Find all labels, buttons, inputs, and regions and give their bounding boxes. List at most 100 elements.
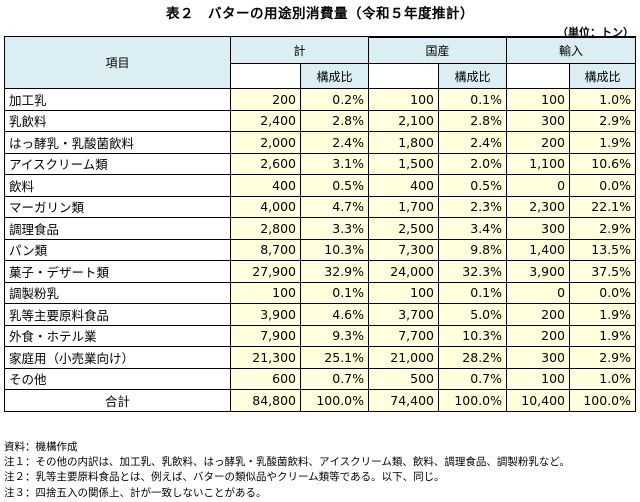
table-row: アイスクリーム類 2,600 3.1% 1,500 2.0% 1,100 10.6% xyxy=(4,152,637,175)
header-domestic: 国産 xyxy=(368,37,508,64)
cell-i: 300 xyxy=(506,346,571,369)
cell-dr: 100.0% xyxy=(438,389,508,412)
cell-tr: 0.7% xyxy=(299,367,370,390)
table-row: マーガリン類 4,000 4.7% 1,700 2.3% 2,300 22.1% xyxy=(4,195,637,218)
cell-tr: 4.6% xyxy=(299,303,370,326)
cell-d: 400 xyxy=(368,174,440,197)
cell-tr: 10.3% xyxy=(299,238,370,261)
cell-ir: 10.6% xyxy=(569,152,637,175)
cell-tr: 25.1% xyxy=(299,346,370,369)
table-title: 表２ バターの用途別消費量（令和５年度推計） xyxy=(166,6,474,22)
table-row: 飲料 400 0.5% 400 0.5% 0 0.0% xyxy=(4,174,637,197)
cell-t: 27,900 xyxy=(230,260,301,283)
cell-i: 300 xyxy=(506,217,571,240)
row-label: その他 xyxy=(4,367,231,390)
row-label: パン類 xyxy=(4,238,231,261)
row-label: 菓子・デザート類 xyxy=(4,260,231,283)
cell-i: 300 xyxy=(506,109,571,132)
cell-d: 500 xyxy=(368,367,440,390)
cell-t: 7,900 xyxy=(230,324,301,347)
table-row: 加工乳 200 0.2% 100 0.1% 100 1.0% xyxy=(4,88,637,111)
table-row: 調理食品 2,800 3.3% 2,500 3.4% 300 2.9% xyxy=(4,217,637,240)
cell-tr: 100.0% xyxy=(299,389,370,412)
row-label: 家庭用（小売業向け） xyxy=(4,346,231,369)
cell-t: 600 xyxy=(230,367,301,390)
cell-t: 84,800 xyxy=(230,389,301,412)
cell-d: 74,400 xyxy=(368,389,440,412)
notes: 資料：機構作成 注１：その他の内訳は、加工乳、乳飲料、はっ酵乳・乳酸菌飲料、アイ… xyxy=(4,440,570,501)
cell-d: 1,700 xyxy=(368,195,440,218)
cell-i: 10,400 xyxy=(506,389,571,412)
table-row: 家庭用（小売業向け） 21,300 25.1% 21,000 28.2% 300 2.9% xyxy=(4,346,637,369)
cell-t: 21,300 xyxy=(230,346,301,369)
total-row: 合計 84,800 100.0% 74,400 100.0% 10,400 100.0% xyxy=(4,389,637,412)
cell-t: 2,400 xyxy=(230,109,301,132)
row-label: アイスクリーム類 xyxy=(4,152,231,175)
row-label: 加工乳 xyxy=(4,88,231,111)
row-label: 合計 xyxy=(4,389,231,412)
header-domestic-value-blank xyxy=(368,63,440,89)
cell-dr: 2.4% xyxy=(438,131,508,154)
header-total: 計 xyxy=(229,36,370,64)
cell-d: 24,000 xyxy=(368,260,440,283)
cell-t: 100 xyxy=(230,281,301,304)
table-row: はっ酵乳・乳酸菌飲料 2,000 2.4% 1,800 2.4% 200 1.9% xyxy=(4,131,637,154)
row-label: 調製粉乳 xyxy=(4,281,231,304)
unit-label: （単位：トン） xyxy=(557,26,634,39)
cell-tr: 0.1% xyxy=(299,281,370,304)
cell-t: 2,600 xyxy=(230,152,301,175)
cell-dr: 0.5% xyxy=(438,174,508,197)
cell-tr: 3.1% xyxy=(299,152,370,175)
cell-tr: 0.2% xyxy=(299,88,370,111)
cell-dr: 10.3% xyxy=(438,324,508,347)
cell-tr: 4.7% xyxy=(299,195,370,218)
header-import-value-blank xyxy=(506,63,571,89)
table-row: 菓子・デザート類 27,900 32.9% 24,000 32.3% 3,900 37.5% xyxy=(4,260,637,283)
cell-ir: 1.0% xyxy=(569,367,637,390)
cell-i: 2,300 xyxy=(506,195,571,218)
cell-d: 1,800 xyxy=(368,131,440,154)
cell-i: 200 xyxy=(506,131,571,154)
table-row: パン類 8,700 10.3% 7,300 9.8% 1,400 13.5% xyxy=(4,238,637,261)
cell-ir: 100.0% xyxy=(569,389,637,412)
cell-dr: 0.7% xyxy=(438,367,508,390)
cell-ir: 2.9% xyxy=(569,109,637,132)
cell-i: 3,900 xyxy=(506,260,571,283)
header-total-value-blank xyxy=(230,63,301,89)
cell-ir: 0.0% xyxy=(569,281,637,304)
cell-ir: 1.9% xyxy=(569,324,637,347)
cell-dr: 3.4% xyxy=(438,217,508,240)
cell-ir: 2.9% xyxy=(569,346,637,369)
cell-ir: 1.0% xyxy=(569,88,637,111)
cell-d: 21,000 xyxy=(368,346,440,369)
cell-ir: 37.5% xyxy=(569,260,637,283)
cell-tr: 0.5% xyxy=(299,174,370,197)
cell-d: 2,100 xyxy=(368,109,440,132)
cell-tr: 32.9% xyxy=(299,260,370,283)
cell-d: 7,700 xyxy=(368,324,440,347)
row-label: 外食・ホテル業 xyxy=(4,324,231,347)
cell-i: 100 xyxy=(506,88,571,111)
table-row: 外食・ホテル業 7,900 9.3% 7,700 10.3% 200 1.9% xyxy=(4,324,637,347)
row-label: 乳飲料 xyxy=(4,109,231,132)
cell-d: 7,300 xyxy=(368,238,440,261)
cell-tr: 9.3% xyxy=(299,324,370,347)
cell-dr: 0.1% xyxy=(438,88,508,111)
note-1: 注１：その他の内訳は、加工乳、乳飲料、はっ酵乳・乳酸菌飲料、アイスクリーム類、飲… xyxy=(4,456,570,469)
cell-ir: 0.0% xyxy=(569,174,637,197)
cell-d: 1,500 xyxy=(368,152,440,175)
table-row: 乳等主要原料食品 3,900 4.6% 3,700 5.0% 200 1.9% xyxy=(4,303,637,326)
cell-ir: 22.1% xyxy=(569,195,637,218)
cell-i: 200 xyxy=(506,303,571,326)
cell-t: 2,800 xyxy=(230,217,301,240)
row-label: マーガリン類 xyxy=(4,195,231,218)
header-import-ratio: 構成比 xyxy=(569,63,637,89)
cell-dr: 0.1% xyxy=(438,281,508,304)
cell-i: 0 xyxy=(506,174,571,197)
cell-t: 8,700 xyxy=(230,238,301,261)
consumption-table: 項目 計 国産 輸入 構成比 構成比 構成比 加工乳 200 0.2% 100 0.1%… xyxy=(4,36,637,412)
header-domestic-ratio: 構成比 xyxy=(438,63,508,89)
cell-dr: 32.3% xyxy=(438,260,508,283)
cell-dr: 2.3% xyxy=(438,195,508,218)
cell-tr: 2.4% xyxy=(299,131,370,154)
